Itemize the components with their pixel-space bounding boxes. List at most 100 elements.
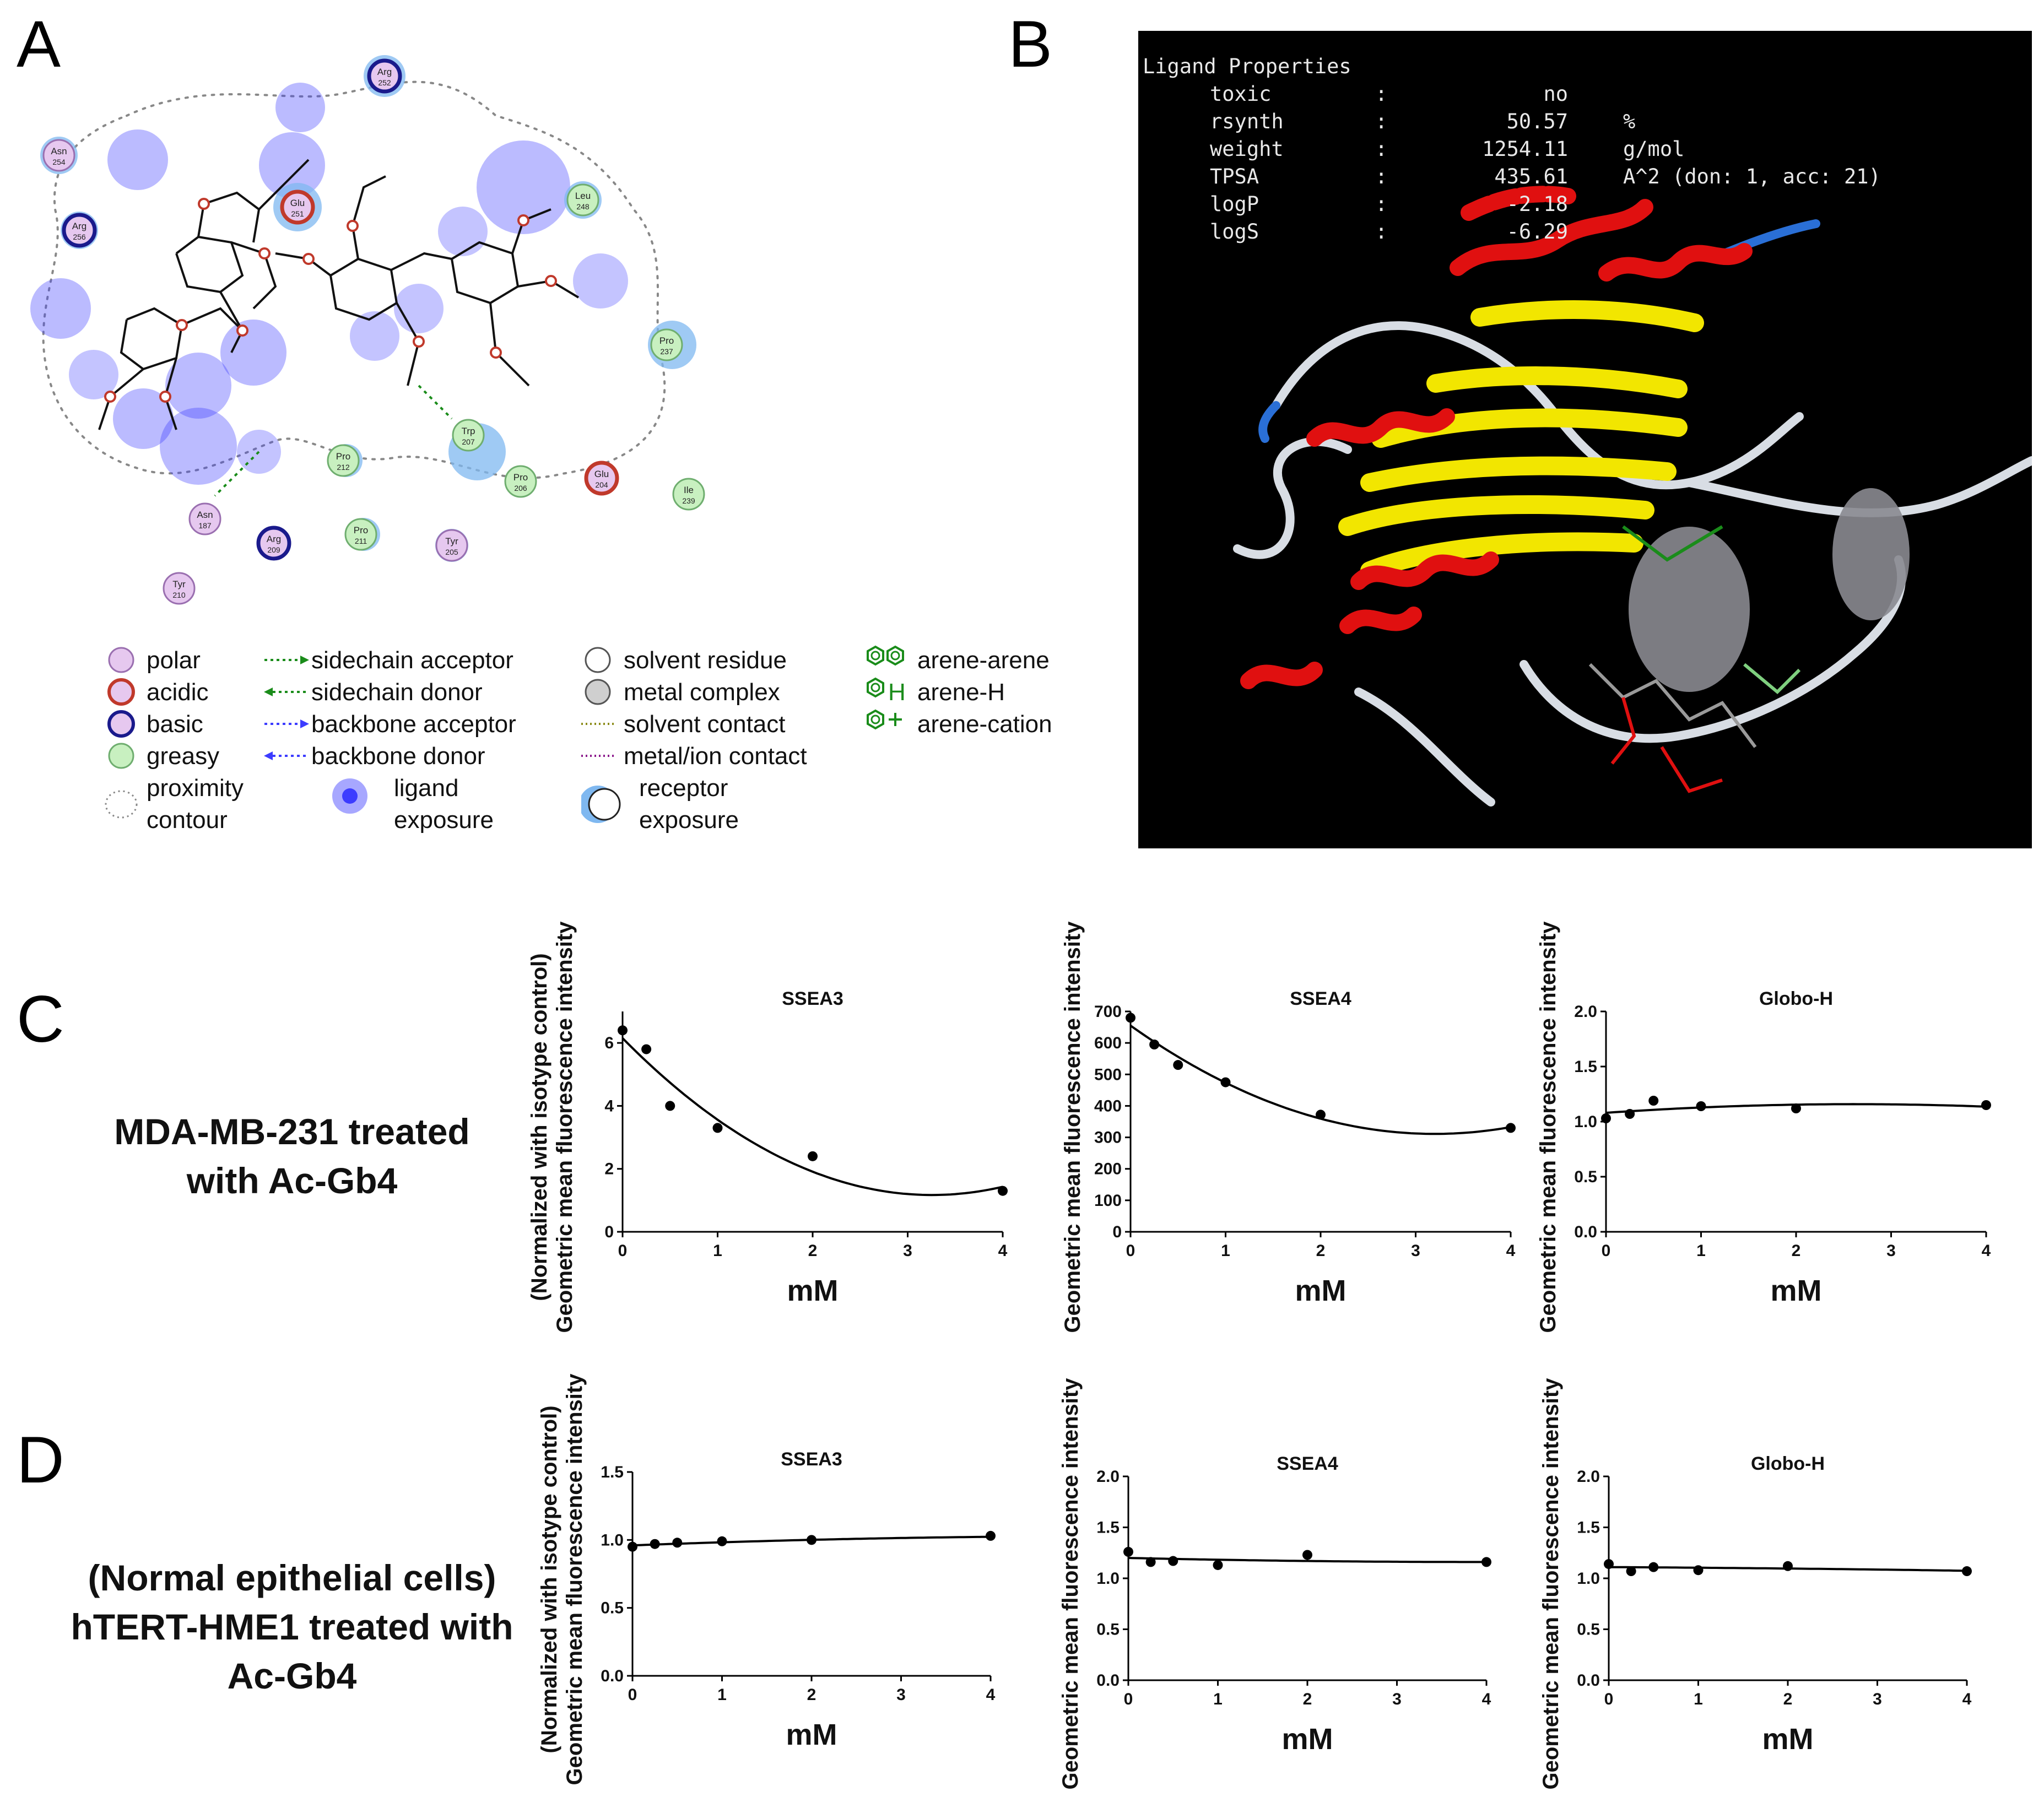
chart-title: SSEA4 (1290, 988, 1351, 1009)
ligand-exposure-icon (332, 778, 367, 814)
y-tick-label: 6 (604, 1034, 614, 1052)
y-tick-label: 0.0 (601, 1667, 624, 1685)
y-tick-label: 1.0 (601, 1531, 624, 1549)
y-axis-label: Geometric mean fluorescence intensity (563, 1373, 587, 1785)
ligand-prop-key: TPSA (1210, 165, 1259, 188)
proximity-contour-icon (105, 790, 138, 819)
legend-receptor: receptor (639, 775, 728, 802)
ligand-prop-sep: : (1375, 82, 1388, 106)
chart-c-ssea4: 0 100 200 300 400 500 600 700 0 1 2 3 4 SSEA4 mM Geomet… (1061, 921, 1516, 1333)
residue-name: Asn (51, 146, 67, 156)
data-point (1302, 1550, 1312, 1560)
legend-solvent-residue: solvent residue (624, 647, 787, 674)
chart-title: SSEA3 (781, 1449, 842, 1470)
arene-cation-icon (867, 709, 884, 730)
y-tick-label: 0 (604, 1223, 614, 1241)
data-point (807, 1535, 816, 1545)
data-point (672, 1538, 683, 1548)
dose-response-charts: 0 2 4 6 0 1 2 3 4 SSEA3 mM (Normalized with isotype… (527, 921, 1991, 1789)
data-point (998, 1186, 1008, 1196)
legend-solvent-contact: solvent contact (624, 711, 786, 738)
x-tick-label: 0 (1126, 1242, 1135, 1260)
x-tick-label: 3 (896, 1686, 906, 1704)
ligand-prop-key: weight (1210, 137, 1284, 161)
x-tick-label: 3 (1873, 1690, 1882, 1708)
data-point (650, 1539, 660, 1549)
ligand-prop-sep: : (1375, 165, 1388, 188)
chart-title: SSEA4 (1277, 1453, 1338, 1474)
y-tick-label: 100 (1094, 1192, 1122, 1210)
ligand-prop-sep: : (1375, 110, 1388, 133)
residue-name: Glu (290, 198, 305, 208)
data-point (1213, 1560, 1223, 1570)
panel-letter-a: A (17, 7, 61, 81)
y-tick-label: 0 (1112, 1223, 1122, 1241)
chart-c-globoh: 0.0 0.5 1.0 1.5 2.0 0 1 2 3 4 Globo-H mM Geometric m… (1536, 921, 1991, 1333)
data-point (641, 1044, 652, 1054)
row-label-line: Ac-Gb4 (227, 1655, 357, 1697)
x-tick-label: 0 (1604, 1690, 1614, 1708)
legend-sidechain-donor: sidechain donor (311, 679, 483, 706)
data-point (1126, 1013, 1135, 1023)
residue-name: Ile (684, 485, 694, 495)
legend-receptor-exposure: exposure (639, 807, 739, 834)
ligand-prop-unit: A^2 (don: 1, acc: 21) (1623, 165, 1881, 188)
y-tick-label: 500 (1094, 1065, 1122, 1084)
legend-ligand: ligand (394, 775, 459, 802)
residue-name: Asn (197, 510, 213, 520)
residue-name: Pro (513, 472, 528, 483)
y-tick-label: 200 (1094, 1160, 1122, 1178)
chart-title: Globo-H (1759, 988, 1833, 1009)
residue-number: 254 (52, 158, 66, 166)
x-tick-label: 3 (1886, 1242, 1896, 1260)
proximity-contour (42, 80, 666, 479)
ligand-prop-unit: g/mol (1623, 137, 1685, 161)
residue-name: Arg (377, 67, 392, 77)
basic-swatch-icon (107, 710, 135, 738)
ligand-prop-value: no (1543, 82, 1568, 106)
residue-name: Pro (659, 335, 674, 346)
data-point (1625, 1109, 1635, 1119)
y-tick-label: 1.5 (1574, 1058, 1597, 1076)
x-tick-label: 1 (1213, 1690, 1223, 1708)
residue-number: 187 (198, 521, 212, 530)
legend-col3-swatches (581, 647, 621, 823)
x-tick-label: 1 (713, 1242, 722, 1260)
y-tick-label: 400 (1094, 1097, 1122, 1115)
row-label-c: MDA-MB-231 treated with Ac-Gb4 (83, 1107, 501, 1205)
hbond-arrow-asn187 (214, 451, 260, 497)
residue-number: 212 (337, 463, 350, 472)
chart-title: Globo-H (1751, 1453, 1825, 1474)
protein-ribbon (1233, 186, 2032, 807)
residue-name: Pro (354, 525, 368, 535)
x-tick-label: 0 (628, 1686, 637, 1704)
legend-proximity: proximity (147, 775, 244, 802)
x-axis-label: mM (1771, 1274, 1822, 1307)
residue-name: Arg (267, 534, 281, 544)
y-tick-label: 300 (1094, 1129, 1122, 1147)
x-tick-label: 4 (986, 1686, 996, 1704)
ligand-skeleton (98, 159, 580, 430)
residue-name: Trp (462, 426, 475, 436)
legend-acidic: acidic (147, 679, 209, 706)
arene-h-icon (867, 677, 884, 698)
ligand-prop-value: -2.18 (1506, 192, 1568, 216)
residue-number: 206 (514, 484, 527, 493)
ligand-prop-key: logP (1210, 192, 1259, 216)
x-tick-label: 1 (1221, 1242, 1230, 1260)
y-tick-label: 2 (604, 1160, 614, 1178)
ligand-oxygens (104, 198, 557, 403)
data-point (1601, 1113, 1611, 1123)
y-axis-label: (Normalized with isotype control) (527, 953, 551, 1301)
ligand-prop-value: -6.29 (1506, 220, 1568, 243)
data-point (1783, 1561, 1793, 1571)
x-axis-label: mM (1295, 1274, 1347, 1307)
interaction-legend: polar acidic basic greasy proximity cont… (99, 639, 1091, 859)
data-point (1648, 1096, 1659, 1106)
residue-name: Arg (72, 221, 86, 231)
y-tick-label: 0.5 (1574, 1168, 1597, 1186)
